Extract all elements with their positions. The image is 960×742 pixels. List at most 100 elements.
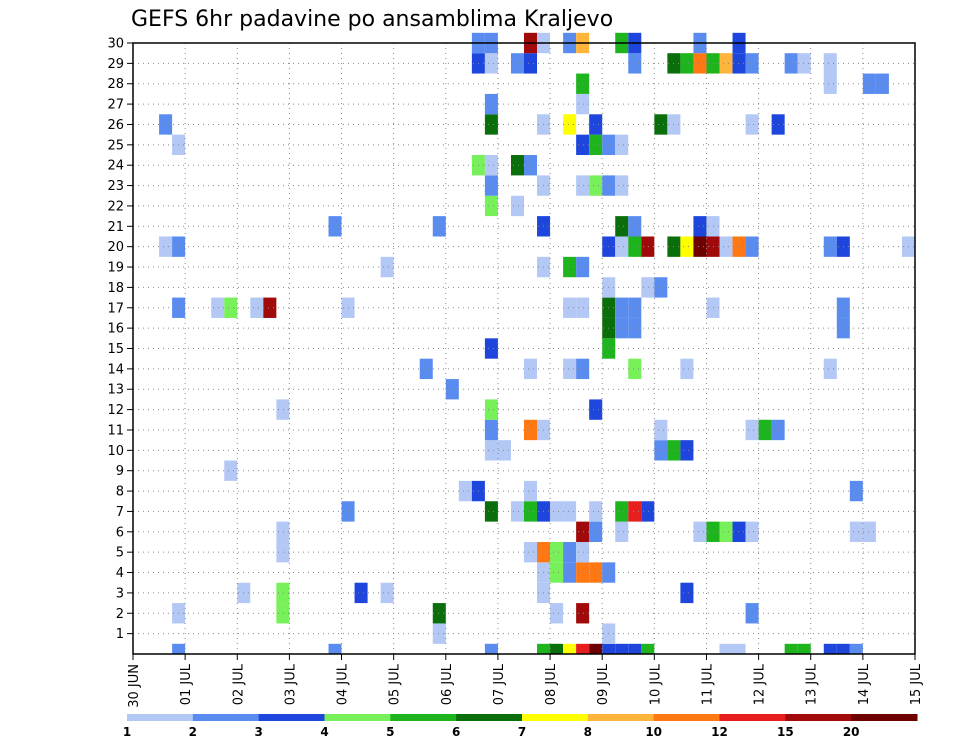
cell xyxy=(654,419,668,441)
cell xyxy=(589,643,603,654)
cell xyxy=(628,297,642,318)
cell xyxy=(654,277,668,298)
cell xyxy=(641,277,655,298)
x-tick-label: 01 JUL xyxy=(179,663,194,705)
cell xyxy=(732,521,746,542)
y-tick-label: 24 xyxy=(107,159,124,174)
cell xyxy=(615,501,629,522)
cell xyxy=(628,501,642,522)
cell xyxy=(510,501,524,522)
cell xyxy=(836,643,850,654)
cell xyxy=(550,643,564,654)
cell xyxy=(263,297,277,318)
cell xyxy=(172,643,186,654)
cells-layer xyxy=(159,32,915,654)
y-tick-label: 19 xyxy=(107,261,124,276)
colorbar-label: 10 xyxy=(645,725,662,739)
y-tick-label: 29 xyxy=(107,57,124,72)
y-tick-label: 10 xyxy=(107,444,124,459)
cell xyxy=(550,562,564,583)
cell xyxy=(589,175,603,196)
y-tick-label: 23 xyxy=(107,179,124,194)
cell xyxy=(576,603,590,624)
colorbar-label: 5 xyxy=(386,725,394,739)
cell xyxy=(693,521,707,542)
cell xyxy=(680,440,694,461)
cell xyxy=(745,236,759,257)
cell xyxy=(159,114,173,135)
cell xyxy=(732,236,746,257)
x-tick-label: 15 JUL xyxy=(909,663,924,705)
colorbar-swatch xyxy=(785,714,852,721)
cell xyxy=(862,73,876,94)
cell xyxy=(524,53,538,74)
cell xyxy=(849,480,863,502)
cell xyxy=(745,521,759,542)
cell xyxy=(823,358,837,380)
cell xyxy=(276,399,290,420)
cell xyxy=(211,297,225,318)
y-tick-label: 22 xyxy=(107,199,124,214)
cell xyxy=(654,114,668,135)
y-tick-label: 28 xyxy=(107,77,124,92)
x-tick-label: 10 JUL xyxy=(648,663,663,705)
cell xyxy=(224,297,238,318)
cell xyxy=(563,256,577,278)
cell xyxy=(576,73,590,94)
cell xyxy=(484,399,498,420)
cell xyxy=(484,175,498,196)
cell xyxy=(380,256,394,278)
cell xyxy=(445,379,459,400)
y-tick-label: 4 xyxy=(116,566,124,581)
cell xyxy=(380,582,394,604)
cell xyxy=(576,175,590,196)
cell xyxy=(589,114,603,135)
cell xyxy=(693,236,707,257)
cell xyxy=(510,53,524,74)
cell xyxy=(693,216,707,237)
colorbar-label: 4 xyxy=(320,725,328,739)
cell xyxy=(615,521,629,542)
y-tick-label: 21 xyxy=(107,220,124,235)
cell xyxy=(484,93,498,115)
cell xyxy=(628,53,642,74)
cell xyxy=(484,643,498,654)
cell xyxy=(484,114,498,135)
colorbar-swatch xyxy=(324,714,391,721)
cell xyxy=(732,53,746,74)
cell xyxy=(328,216,342,237)
cell xyxy=(524,358,538,380)
x-tick-label: 30 JUN xyxy=(127,664,142,708)
cell xyxy=(576,358,590,380)
colorbar-swatch xyxy=(719,714,786,721)
cell xyxy=(615,236,629,257)
cell xyxy=(706,53,720,74)
y-tick-label: 17 xyxy=(107,301,124,316)
colorbar-label: 3 xyxy=(254,725,262,739)
cell xyxy=(576,643,590,654)
cell xyxy=(615,216,629,237)
cell xyxy=(484,155,498,176)
y-tick-label: 16 xyxy=(107,322,124,337)
y-tick-label: 1 xyxy=(116,627,124,642)
x-tick-label: 07 JUL xyxy=(492,663,507,705)
cell xyxy=(537,643,551,654)
cell xyxy=(628,358,642,380)
cell xyxy=(276,603,290,624)
x-tick-label: 02 JUL xyxy=(231,663,246,705)
colorbar-label: 6 xyxy=(452,725,460,739)
colorbar-label: 8 xyxy=(584,725,592,739)
cell xyxy=(524,419,538,441)
colorbar-label: 20 xyxy=(843,725,860,739)
cell xyxy=(680,53,694,74)
cell xyxy=(159,236,173,257)
colorbar-swatch xyxy=(127,714,194,721)
cell xyxy=(706,521,720,542)
cell xyxy=(641,643,655,654)
cell xyxy=(276,582,290,604)
y-tick-label: 7 xyxy=(116,505,124,520)
cell xyxy=(276,521,290,542)
cell xyxy=(354,582,368,604)
grid-lines xyxy=(133,42,915,654)
cell xyxy=(563,114,577,135)
